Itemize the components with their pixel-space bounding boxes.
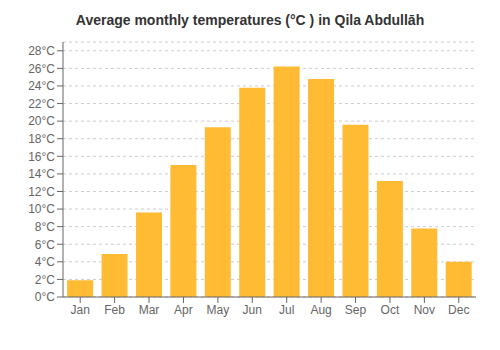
svg-text:Sep: Sep <box>345 303 367 317</box>
svg-text:Nov: Nov <box>414 303 435 317</box>
svg-text:Jan: Jan <box>71 303 90 317</box>
html-text:Average monthly temperatures (: Average monthly temperatures (°C ) in Qi… <box>75 12 425 28</box>
svg-text:Apr: Apr <box>174 303 193 317</box>
svg-text:12°C: 12°C <box>28 185 55 199</box>
svg-text:Mar: Mar <box>139 303 160 317</box>
svg-text:4°C: 4°C <box>35 255 55 269</box>
svg-text:26°C: 26°C <box>28 62 55 76</box>
svg-text:24°C: 24°C <box>28 79 55 93</box>
svg-text:14°C: 14°C <box>28 167 55 181</box>
svg-text:22°C: 22°C <box>28 97 55 111</box>
svg-text:8°C: 8°C <box>35 220 55 234</box>
svg-text:10°C: 10°C <box>28 202 55 216</box>
svg-text:Dec: Dec <box>448 303 469 317</box>
svg-text:Jul: Jul <box>279 303 294 317</box>
svg-text:6°C: 6°C <box>35 238 55 252</box>
svg-text:2°C: 2°C <box>35 273 55 287</box>
svg-text:20°C: 20°C <box>28 114 55 128</box>
svg-text:Oct: Oct <box>381 303 400 317</box>
svg-text:16°C: 16°C <box>28 150 55 164</box>
svg-text:Jun: Jun <box>243 303 262 317</box>
svg-text:18°C: 18°C <box>28 132 55 146</box>
svg-text:Feb: Feb <box>104 303 125 317</box>
svg-text:May: May <box>207 303 230 317</box>
svg-text:0°C: 0°C <box>35 290 55 304</box>
svg-text:28°C: 28°C <box>28 44 55 58</box>
svg-text:Aug: Aug <box>310 303 331 317</box>
